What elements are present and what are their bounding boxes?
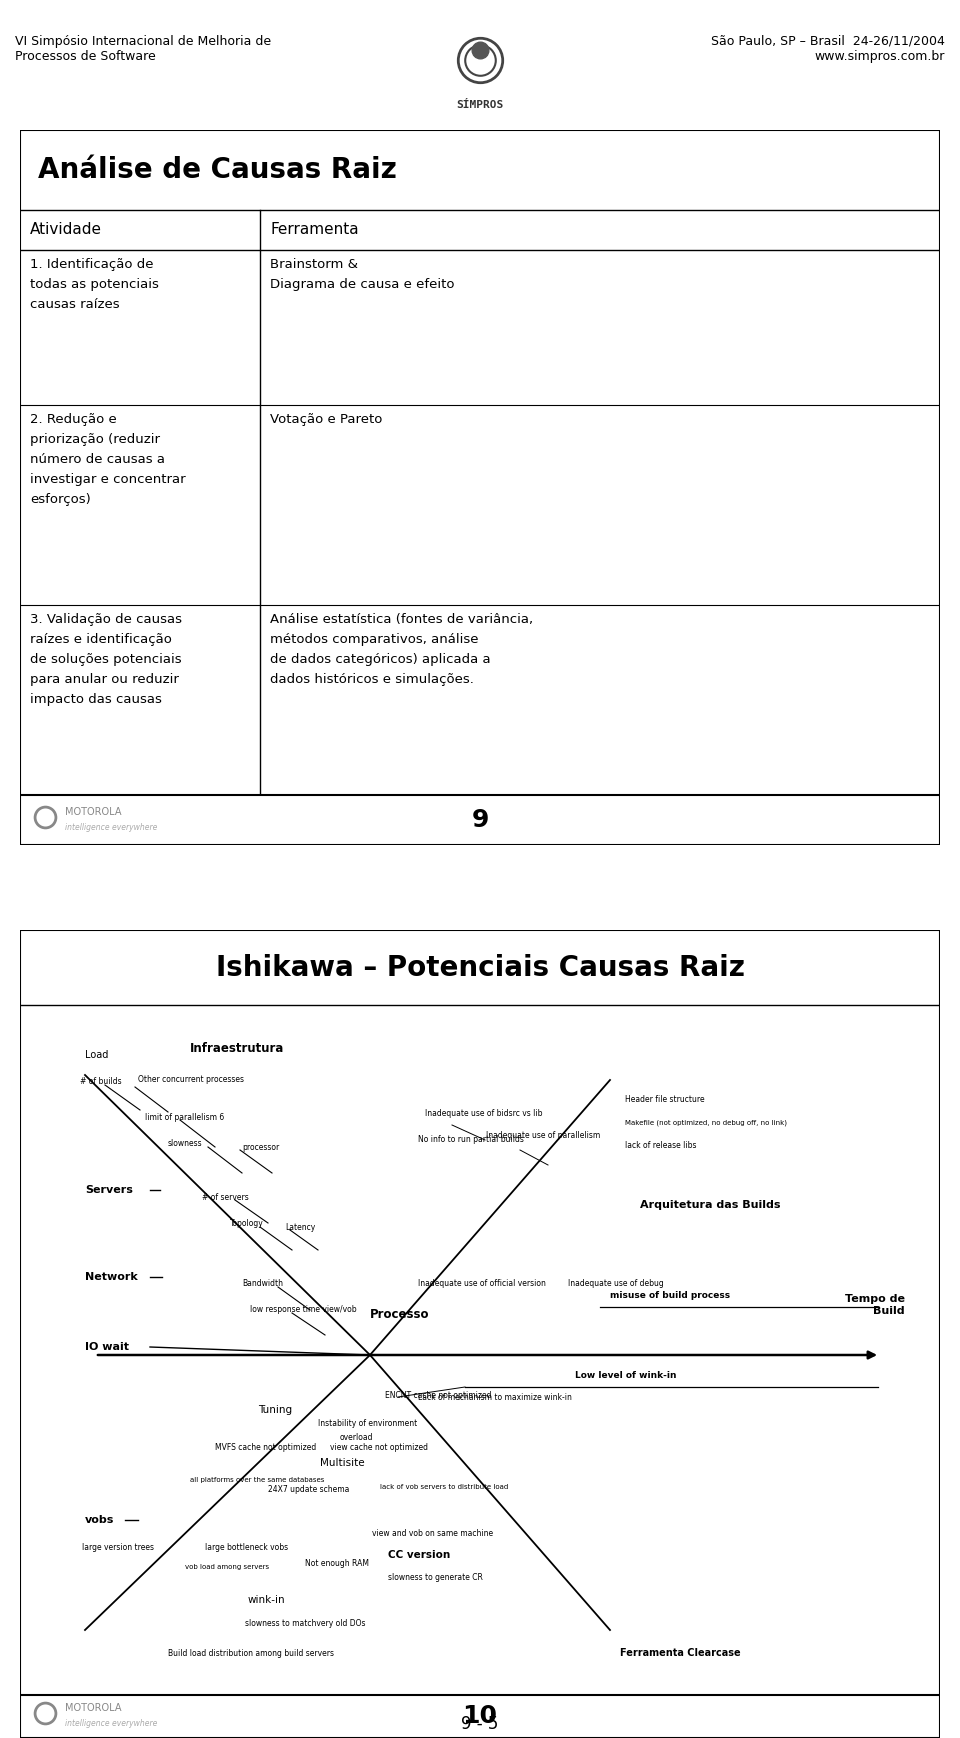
Text: intelligence everywhere: intelligence everywhere	[65, 822, 157, 831]
Text: MOTOROLA: MOTOROLA	[65, 1703, 122, 1714]
Text: low response time view/vob: low response time view/vob	[250, 1305, 356, 1314]
Text: Latency: Latency	[285, 1222, 315, 1232]
Text: Inadequate use of parallelism: Inadequate use of parallelism	[486, 1130, 600, 1140]
Text: large bottleneck vobs: large bottleneck vobs	[205, 1543, 288, 1552]
Text: lack of vob servers to distribute load: lack of vob servers to distribute load	[380, 1484, 508, 1489]
Text: No info to run partial builds: No info to run partial builds	[418, 1135, 524, 1145]
Text: Atividade: Atividade	[30, 222, 102, 238]
Text: overload: overload	[340, 1432, 373, 1441]
Text: Servers: Servers	[85, 1185, 132, 1196]
Text: view and vob on same machine: view and vob on same machine	[372, 1528, 493, 1538]
Text: ENCNT cache not optimized: ENCNT cache not optimized	[385, 1390, 492, 1399]
Text: Low level of wink-in: Low level of wink-in	[575, 1371, 677, 1380]
Text: Ishikawa – Potenciais Causas Raiz: Ishikawa – Potenciais Causas Raiz	[215, 954, 745, 982]
Text: VI Simpósio Internacional de Melhoria de
Processos de Software: VI Simpósio Internacional de Melhoria de…	[15, 35, 271, 63]
Text: 3. Validação de causas
raízes e identificação
de soluções potenciais
para anular: 3. Validação de causas raízes e identifi…	[30, 614, 182, 706]
Text: all platforms over the same databases: all platforms over the same databases	[190, 1477, 324, 1483]
Text: Not enough RAM: Not enough RAM	[305, 1559, 369, 1568]
Text: Ferramenta Clearcase: Ferramenta Clearcase	[620, 1648, 740, 1658]
Text: 9 - 5: 9 - 5	[462, 1715, 498, 1733]
Text: slowness: slowness	[168, 1140, 203, 1149]
Text: SÍMPROS: SÍMPROS	[456, 101, 504, 109]
Text: Análise de Causas Raiz: Análise de Causas Raiz	[38, 156, 396, 184]
Text: 2. Redução e
priorização (reduzir
número de causas a
investigar e concentrar
esf: 2. Redução e priorização (reduzir número…	[30, 414, 185, 506]
Text: processor: processor	[242, 1142, 279, 1152]
Text: MVFS cache not optimized: MVFS cache not optimized	[215, 1443, 316, 1451]
Text: Instability of environment: Instability of environment	[318, 1418, 418, 1427]
Text: Header file structure: Header file structure	[625, 1095, 705, 1105]
Text: Brainstorm &
Diagrama de causa e efeito: Brainstorm & Diagrama de causa e efeito	[270, 257, 454, 290]
Text: Inadequate use of bidsrc vs lib: Inadequate use of bidsrc vs lib	[425, 1109, 542, 1118]
Text: 24X7 update schema: 24X7 update schema	[268, 1486, 349, 1495]
Text: Votação e Pareto: Votação e Pareto	[270, 414, 382, 426]
Text: vobs: vobs	[85, 1516, 114, 1524]
Text: misuse of build process: misuse of build process	[610, 1291, 731, 1300]
Text: Network: Network	[85, 1272, 137, 1283]
Text: MOTOROLA: MOTOROLA	[65, 806, 122, 817]
Text: limit of parallelism 6: limit of parallelism 6	[145, 1112, 225, 1121]
Text: Arquitetura das Builds: Arquitetura das Builds	[640, 1199, 780, 1210]
Text: slowness to generate CR: slowness to generate CR	[388, 1573, 483, 1582]
Text: São Paulo, SP – Brasil  24-26/11/2004
www.simpros.com.br: São Paulo, SP – Brasil 24-26/11/2004 www…	[711, 35, 945, 63]
Text: Inadequate use of debug: Inadequate use of debug	[568, 1279, 663, 1288]
Text: Inadequate use of official version: Inadequate use of official version	[418, 1279, 546, 1288]
Text: 9: 9	[471, 808, 489, 833]
Text: Topology: Topology	[230, 1220, 264, 1229]
Text: Tempo de
Build: Tempo de Build	[845, 1295, 905, 1316]
Text: lack of release libs: lack of release libs	[625, 1140, 697, 1149]
Text: large version trees: large version trees	[82, 1543, 154, 1552]
Text: Build load distribution among build servers: Build load distribution among build serv…	[168, 1649, 334, 1658]
Text: Makefile (not optimized, no debug off, no link): Makefile (not optimized, no debug off, n…	[625, 1119, 787, 1126]
Text: CC version: CC version	[388, 1550, 450, 1561]
Text: Análise estatística (fontes de variância,
métodos comparativos, análise
de dados: Análise estatística (fontes de variância…	[270, 614, 533, 687]
Text: Infraestrutura: Infraestrutura	[190, 1043, 284, 1055]
Text: IO wait: IO wait	[85, 1342, 129, 1352]
Text: Ferramenta: Ferramenta	[270, 222, 359, 238]
Text: 1. Identificação de
todas as potenciais
causas raízes: 1. Identificação de todas as potenciais …	[30, 257, 158, 311]
Text: Multisite: Multisite	[320, 1458, 365, 1469]
Text: 10: 10	[463, 1703, 497, 1728]
Text: intelligence everywhere: intelligence everywhere	[65, 1719, 157, 1729]
Text: Load: Load	[85, 1050, 108, 1060]
Text: view cache not optimized: view cache not optimized	[330, 1443, 428, 1451]
Text: Lack of mechanism to maximize wink-in: Lack of mechanism to maximize wink-in	[418, 1392, 572, 1401]
Text: Tuning: Tuning	[258, 1404, 292, 1415]
Text: Bandwidth: Bandwidth	[242, 1279, 283, 1288]
Text: vob load among servers: vob load among servers	[185, 1564, 269, 1569]
Text: # of builds: # of builds	[80, 1076, 122, 1086]
Text: wink-in: wink-in	[248, 1595, 286, 1604]
Text: slowness to matchvery old DOs: slowness to matchvery old DOs	[245, 1618, 366, 1627]
Text: Other concurrent processes: Other concurrent processes	[138, 1076, 244, 1085]
Text: Processo: Processo	[370, 1309, 429, 1321]
Text: # of servers: # of servers	[202, 1192, 249, 1201]
